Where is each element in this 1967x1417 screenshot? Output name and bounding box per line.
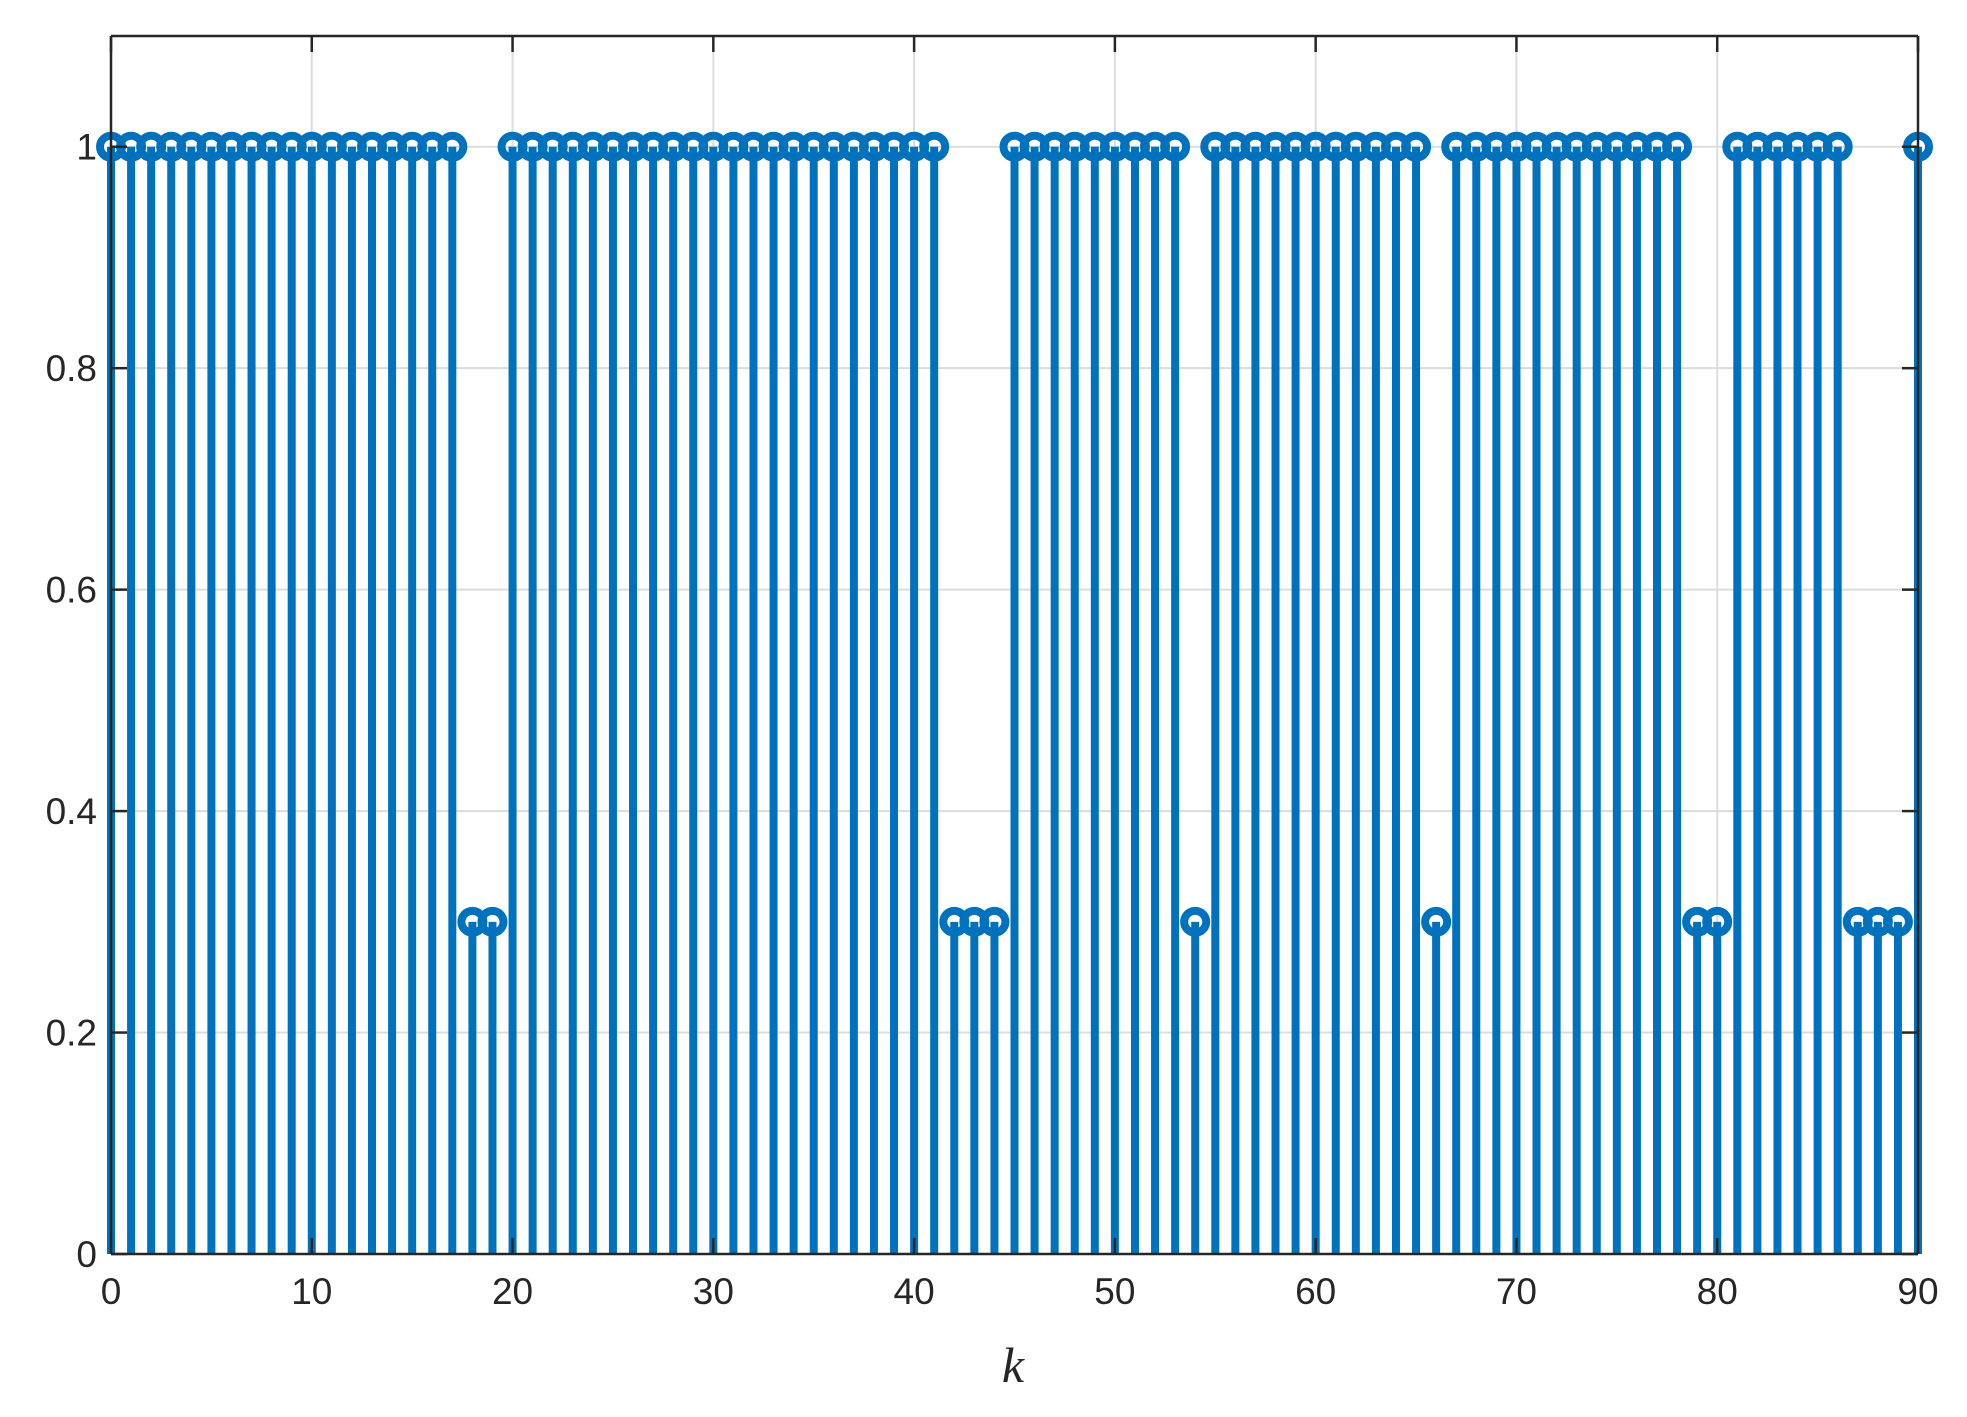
stem-marker xyxy=(1822,131,1853,162)
x-tick-label: 0 xyxy=(101,1271,122,1312)
y-tick-label: 0.4 xyxy=(46,791,97,832)
stem-marker xyxy=(437,131,468,162)
stem-marker xyxy=(1882,906,1913,937)
stem-marker xyxy=(1180,906,1211,937)
x-tick-label: 20 xyxy=(492,1271,533,1312)
x-axis-label: k xyxy=(1002,1337,1025,1393)
y-tick-label: 0 xyxy=(76,1234,97,1275)
y-tick-label: 0.2 xyxy=(46,1013,97,1054)
y-tick-label: 0.8 xyxy=(46,348,97,389)
x-tick-label: 80 xyxy=(1697,1271,1738,1312)
x-tick-labels: 0 10 20 30 40 50 60 70 80 90 xyxy=(101,1271,1939,1312)
stem-series xyxy=(96,131,1933,1254)
stem-marker xyxy=(1160,131,1191,162)
axes xyxy=(109,34,1920,1256)
stem-marker xyxy=(1421,906,1452,937)
x-tick-label: 40 xyxy=(894,1271,935,1312)
y-tick-label: 0.6 xyxy=(46,570,97,611)
x-tick-label: 10 xyxy=(291,1271,332,1312)
x-tick-label: 60 xyxy=(1295,1271,1336,1312)
x-tick-label: 50 xyxy=(1094,1271,1135,1312)
stem-marker xyxy=(1702,906,1733,937)
y-tick-labels: 0 0.2 0.4 0.6 0.8 1 xyxy=(46,127,97,1275)
x-tick-label: 90 xyxy=(1897,1271,1938,1312)
y-tick-label: 1 xyxy=(76,127,97,168)
stem-marker xyxy=(979,906,1010,937)
stem-marker xyxy=(919,131,950,162)
x-tick-label: 30 xyxy=(693,1271,734,1312)
stem-marker xyxy=(1662,131,1693,162)
stem-marker xyxy=(1401,131,1432,162)
x-tick-label: 70 xyxy=(1496,1271,1537,1312)
stem-marker xyxy=(477,906,508,937)
